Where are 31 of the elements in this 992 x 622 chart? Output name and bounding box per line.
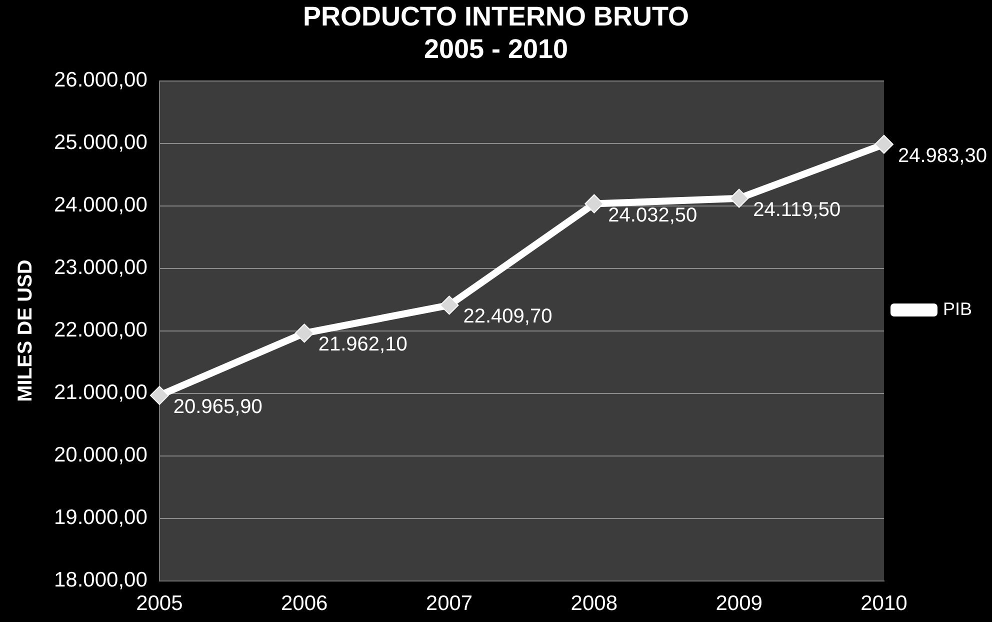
chart-title: PRODUCTO INTERNO BRUTO (302, 2, 690, 32)
y-axis-title: MILES DE USD (14, 260, 37, 402)
point (150, 386, 169, 405)
chart-subtitle: 2005 - 2010 (424, 34, 568, 64)
point (730, 188, 749, 208)
x-tick-label: 2006 (280, 592, 328, 616)
legend-label: PIB (942, 298, 972, 319)
data-label: 20.965,90 (173, 396, 262, 418)
y-tick-label: 18.000,00 (54, 568, 148, 592)
y-tick-label: 19.000,00 (54, 506, 148, 530)
data-label: 21.962,10 (318, 334, 408, 356)
x-tick-label: 2008 (570, 592, 618, 616)
x-tick-label: 2010 (860, 592, 908, 616)
x-tick-label: 2005 (136, 592, 183, 616)
point (584, 194, 604, 214)
data-label: 24.032,50 (608, 204, 698, 226)
data-label: 24.119,50 (753, 198, 841, 221)
data-label: 22.409,70 (463, 306, 552, 328)
y-tick-label: 20.000,00 (54, 444, 148, 467)
y-tick-label: 25.000,00 (54, 131, 148, 154)
y-tick-label: 26.000,00 (54, 68, 148, 92)
y-tick-label: 21.000,00 (54, 381, 148, 404)
y-tick-label: 24.000,00 (54, 194, 148, 217)
x-tick-label: 2007 (426, 592, 473, 616)
data-label: 24.983,30 (898, 144, 987, 167)
x-tick-label: 2009 (716, 592, 762, 616)
point (440, 296, 459, 315)
y-tick-label: 22.000,00 (54, 318, 148, 342)
y-tick-label: 23.000,00 (54, 256, 148, 280)
point (874, 134, 894, 154)
point (294, 324, 314, 343)
